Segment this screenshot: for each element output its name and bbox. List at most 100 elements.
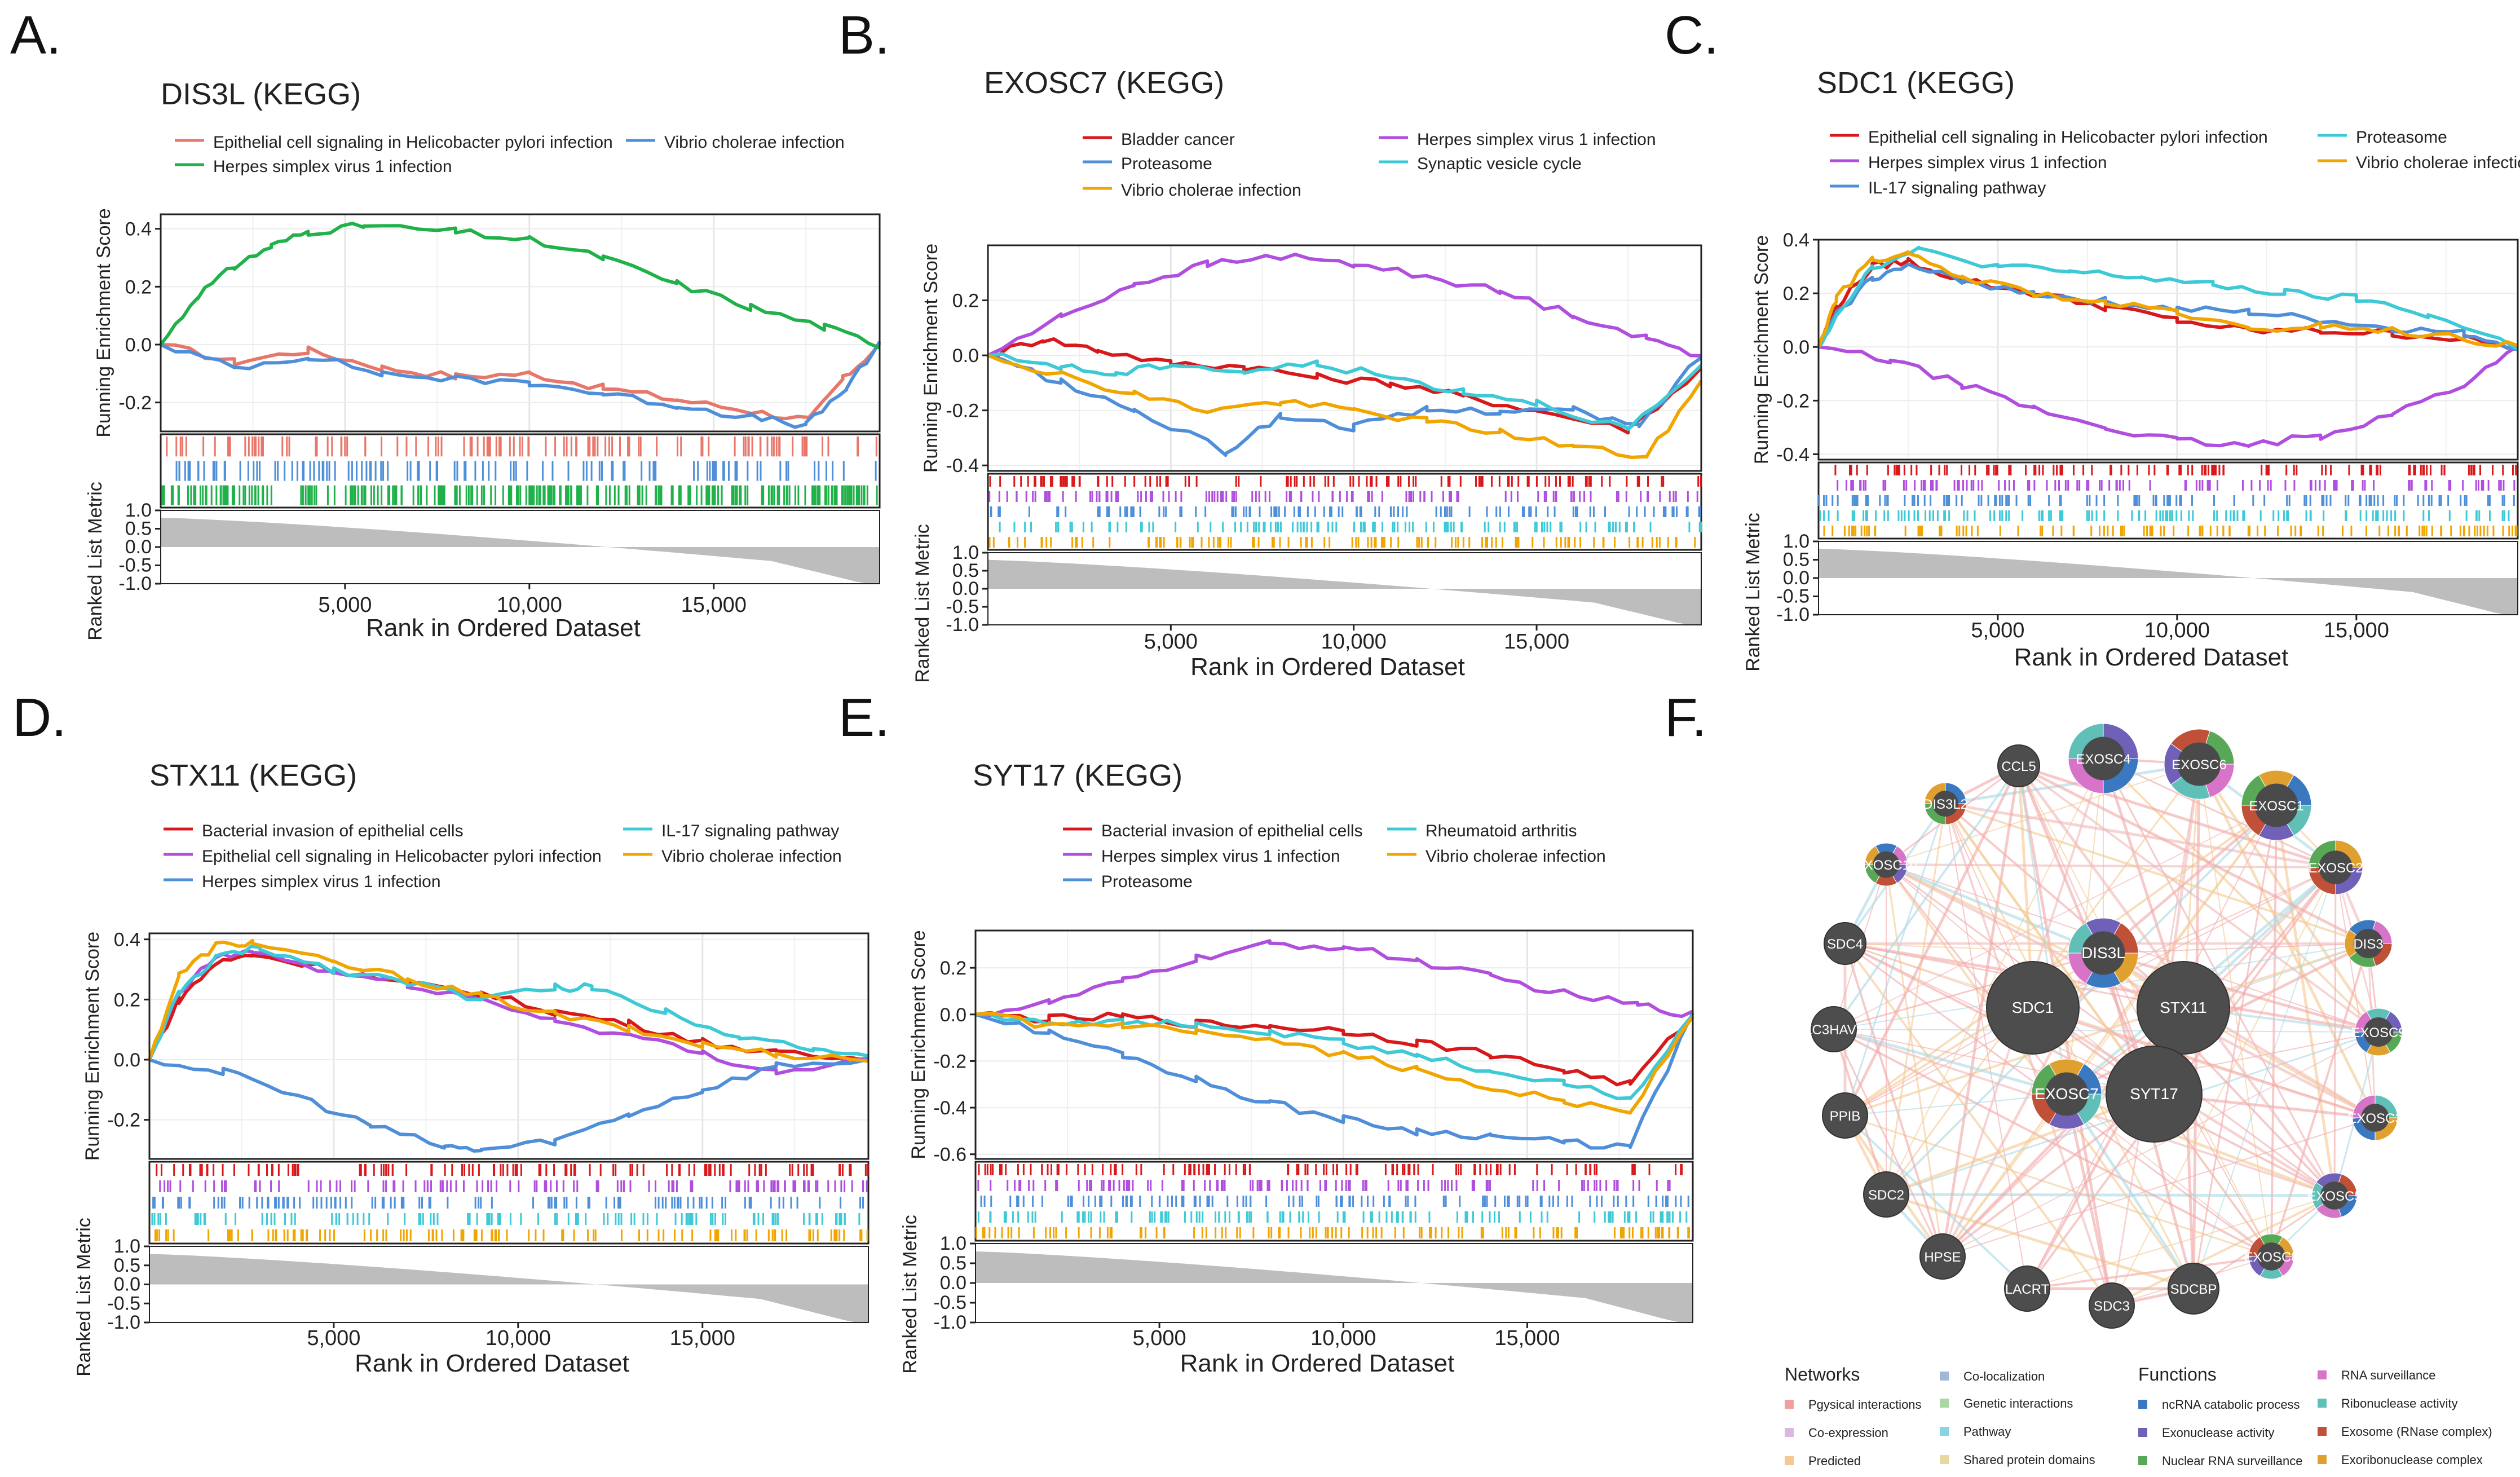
network-node[interactable]: DIS3L2 xyxy=(1923,782,1968,825)
network-node[interactable]: SDC4 xyxy=(1824,922,1866,965)
network-edge xyxy=(2018,765,2380,1033)
x-tick-label: 15,000 xyxy=(2324,619,2389,642)
y-tick-label: 0.4 xyxy=(1783,230,1810,251)
metric-tick-label: 0.5 xyxy=(125,518,152,540)
metric-tick-label: -1.0 xyxy=(118,573,152,594)
metric-tick-label: -0.5 xyxy=(107,1293,140,1314)
metric-tick-label: 1.0 xyxy=(952,542,979,563)
node-core xyxy=(2363,1017,2394,1047)
network-node[interactable]: EXOSC8 xyxy=(2244,1233,2299,1280)
metric-axis-label: Ranked List Metric xyxy=(899,1215,921,1374)
node-label: EXOSC2 xyxy=(2308,861,2363,876)
metric-tick-label: 0.0 xyxy=(940,1272,966,1294)
network-node[interactable]: CCL5 xyxy=(1997,744,2040,787)
network-node[interactable]: STX11 xyxy=(2137,961,2230,1055)
network-node[interactable]: DIS3 xyxy=(2344,919,2393,968)
node-core xyxy=(2089,1282,2135,1329)
y-tick-label: -0.2 xyxy=(933,1051,966,1072)
x-tick-label: 5,000 xyxy=(1144,630,1198,654)
legend-title-functions: Functions xyxy=(2138,1364,2217,1385)
panel-title: SDC1 (KEGG) xyxy=(1817,66,2015,100)
legend-swatch xyxy=(2138,1428,2147,1437)
es-line xyxy=(987,354,1702,457)
network-edge xyxy=(2192,805,2278,1289)
legend-label: Vibrio cholerae infection xyxy=(1426,847,1606,866)
node-core xyxy=(1811,1006,1857,1052)
y-tick-label: 0.0 xyxy=(125,334,152,356)
x-tick-label: 5,000 xyxy=(1133,1326,1186,1350)
legend-label: ncRNA catabolic process xyxy=(2162,1397,2300,1412)
metric-tick-label: 1.0 xyxy=(114,1236,140,1257)
network-node[interactable]: EXOSC5 xyxy=(2307,1172,2362,1219)
legend-label: Ribonuclease activity xyxy=(2341,1396,2458,1410)
network-edge xyxy=(1833,1029,2155,1095)
node-label: STX11 xyxy=(2160,999,2207,1016)
node-label: EXOSC5 xyxy=(2307,1189,2362,1204)
network-edge xyxy=(1886,863,2184,1009)
legend-label: IL-17 signaling pathway xyxy=(661,822,839,840)
network-node[interactable]: SDC1 xyxy=(1986,961,2080,1055)
network-node[interactable]: EXOSC9 xyxy=(2351,1008,2406,1056)
network-edge xyxy=(1844,867,2336,1116)
es-line xyxy=(987,354,1703,459)
network-edge xyxy=(2102,757,2380,1033)
metric-tick-label: -1.0 xyxy=(107,1312,140,1333)
network-edge xyxy=(2111,867,2336,1306)
es-line xyxy=(159,222,881,350)
network-node[interactable]: EXOSC1 xyxy=(2241,770,2312,841)
network-node[interactable]: LACRT xyxy=(2004,1266,2050,1312)
node-core xyxy=(2353,928,2384,959)
node-label: DIS3 xyxy=(2353,937,2383,952)
network-node[interactable]: DIS3L xyxy=(2068,918,2139,989)
legend-label: Epithelial cell signaling in Helicobacte… xyxy=(1868,128,2268,147)
network-node[interactable]: SDCBP xyxy=(2168,1263,2219,1315)
node-core xyxy=(2257,1242,2285,1271)
network-node[interactable]: EXOSC2 xyxy=(2308,840,2363,895)
network-edge xyxy=(1941,765,2020,1257)
y-tick-label: 0.0 xyxy=(940,1004,966,1026)
node-label: PPIB xyxy=(1830,1109,1861,1124)
legend-swatch xyxy=(2318,1370,2327,1379)
es-line xyxy=(1817,250,2519,348)
network-node[interactable]: SDC3 xyxy=(2089,1282,2135,1329)
network-edge xyxy=(2066,1094,2272,1257)
rug-frame xyxy=(987,473,1702,551)
network-node[interactable]: ZC3HAV1 xyxy=(1804,1006,1864,1052)
node-core xyxy=(2177,742,2221,786)
es-axis-label: Running Enrichment Score xyxy=(908,930,929,1159)
network-node[interactable]: SDC2 xyxy=(1863,1171,1909,1218)
network-node[interactable]: EXOSC3 xyxy=(2347,1095,2403,1141)
legend-label: Nuclear RNA surveillance xyxy=(2162,1454,2302,1468)
network-edge xyxy=(1886,863,2335,1197)
network-node[interactable]: SYT17 xyxy=(2106,1046,2203,1143)
node-core xyxy=(1863,1171,1909,1218)
es-line xyxy=(160,342,881,421)
network-node[interactable]: EXOSC6 xyxy=(2164,729,2235,800)
panel-c: C. SDC1 (KEGG) Epithelial cell signaling i… xyxy=(1665,5,2520,672)
node-core xyxy=(1824,922,1866,965)
network-node[interactable]: HPSE xyxy=(1919,1233,1966,1280)
network-node[interactable]: EXOSC10 xyxy=(1855,843,1918,887)
node-label: EXOSC6 xyxy=(2172,757,2226,773)
metric-tick-label: -1.0 xyxy=(1776,604,1810,625)
network-node[interactable]: EXOSC4 xyxy=(2068,723,2139,794)
panel-b: B. EXOSC7 (KEGG) Bladder cancer Herpes simp… xyxy=(838,5,1703,683)
es-line xyxy=(975,1011,1694,1115)
panel-label: B. xyxy=(838,5,890,65)
network-edge xyxy=(2270,805,2278,1257)
node-core xyxy=(2137,961,2230,1055)
network-node[interactable]: EXOSC7 xyxy=(2031,1059,2102,1130)
network-edge xyxy=(2027,1255,2272,1290)
y-tick-label: 0.4 xyxy=(114,929,140,951)
es-plot-frame xyxy=(974,929,1694,1160)
network-node[interactable]: PPIB xyxy=(1822,1092,1868,1139)
node-label: DIS3L xyxy=(2081,944,2125,962)
network-edge xyxy=(1833,1029,1944,1257)
panel-label: E. xyxy=(838,687,890,748)
network-edge xyxy=(2335,867,2376,1118)
legend-label: IL-17 signaling pathway xyxy=(1868,179,2046,197)
network-edge xyxy=(1944,803,2113,1306)
metric-tick-label: 0.5 xyxy=(1783,549,1810,571)
legend-label: Genetic interactions xyxy=(1963,1396,2073,1410)
legend-label: Shared protein domains xyxy=(1963,1453,2095,1467)
